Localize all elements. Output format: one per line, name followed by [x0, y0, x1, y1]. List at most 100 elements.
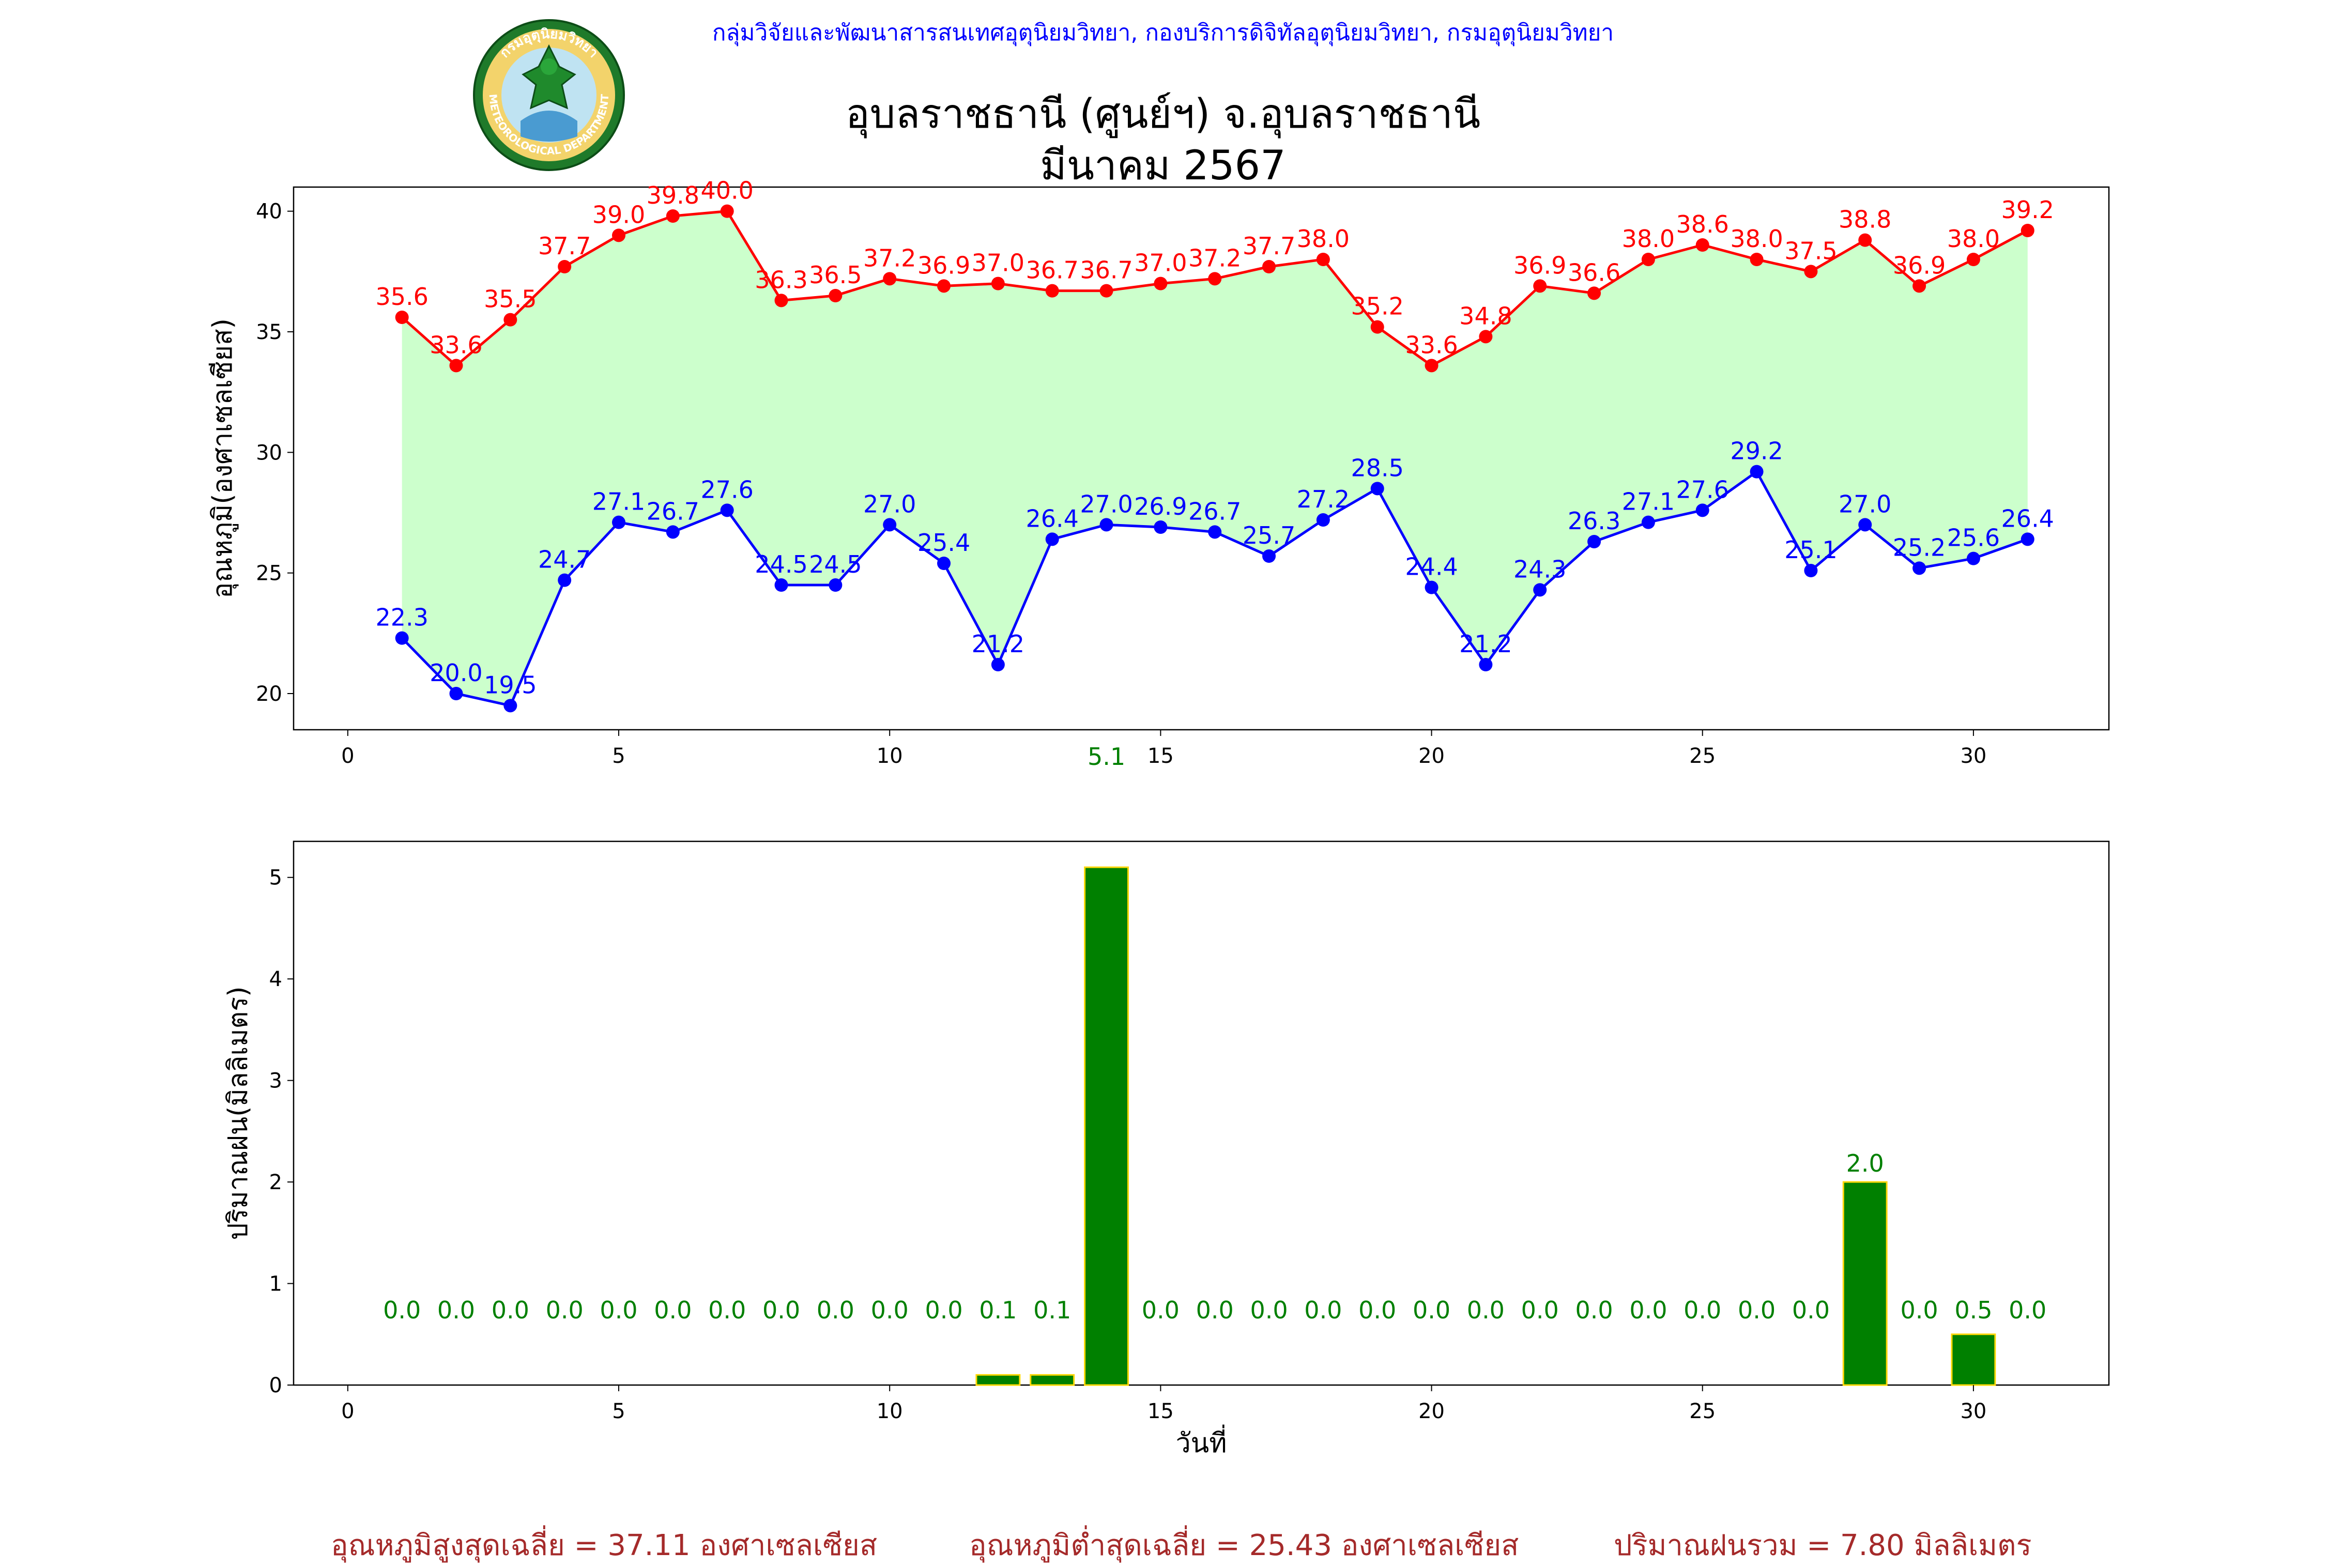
max-temperature-data-label: 36.7	[1080, 256, 1133, 284]
min-temperature-data-label: 26.3	[1568, 507, 1620, 535]
min-temperature-data-label: 26.4	[1026, 504, 1078, 532]
min-temperature-data-label: 27.0	[1080, 490, 1133, 518]
max-temperature-data-label: 36.9	[917, 251, 970, 279]
max-temperature-data-label: 37.0	[972, 249, 1024, 277]
rain-peak-annotation: 5.1	[1088, 743, 1125, 771]
min-temperature-data-label: 25.1	[1784, 536, 1837, 564]
min-temperature-point	[1425, 580, 1439, 594]
min-temperature-data-label: 26.4	[2001, 504, 2054, 532]
min-temperature-data-label: 25.7	[1243, 521, 1295, 549]
max-temperature-data-label: 37.2	[1188, 244, 1241, 272]
rainfall-bar	[1030, 1374, 1075, 1386]
rainfall-data-label: 0.0	[1792, 1296, 1830, 1324]
max-temperature-point	[1966, 253, 1980, 266]
min-temperature-point	[1154, 520, 1168, 534]
summary-avg-min: อุณหภูมิต่ำสุดเฉลี่ย = 25.43 องศาเซลเซีย…	[969, 1529, 1519, 1562]
min-temperature-data-label: 24.3	[1513, 555, 1566, 583]
x-tick-label: 20	[1418, 744, 1445, 768]
max-temperature-data-label: 35.5	[484, 285, 537, 313]
y-tick-label: 2	[269, 1171, 282, 1194]
max-temperature-point	[1912, 279, 1926, 293]
x-tick-label: 30	[1960, 744, 1986, 768]
min-temperature-point	[883, 518, 897, 532]
x-tick-label: 25	[1689, 1400, 1716, 1423]
rainfall-data-label: 0.0	[708, 1296, 746, 1324]
min-temperature-point	[449, 687, 463, 700]
min-temperature-point	[1966, 551, 1980, 565]
min-temperature-point	[666, 525, 680, 539]
max-temperature-data-label: 38.0	[1297, 225, 1350, 253]
max-temperature-data-label: 36.7	[1026, 256, 1078, 284]
rainfall-bar	[1951, 1333, 1996, 1386]
min-temperature-point	[1045, 532, 1059, 546]
rainfall-data-label: 0.0	[1900, 1296, 1938, 1324]
x-tick-label: 10	[877, 744, 903, 768]
rainfall-data-label: 0.1	[1033, 1296, 1071, 1324]
rainfall-data-label: 0.1	[979, 1296, 1017, 1324]
max-temperature-point	[1154, 276, 1168, 290]
max-temperature-point	[612, 228, 626, 242]
max-temperature-data-label: 38.8	[1839, 206, 1891, 234]
min-temperature-data-label: 27.0	[863, 490, 916, 518]
max-temperature-point	[1641, 253, 1655, 266]
min-temperature-data-label: 25.2	[1893, 533, 1946, 561]
temperature-range-fill	[402, 211, 2028, 706]
min-temperature-point	[1099, 518, 1113, 532]
min-temperature-data-label: 27.0	[1839, 490, 1891, 518]
max-temperature-point	[883, 272, 897, 286]
max-temperature-point	[1587, 286, 1601, 300]
min-temperature-point	[1208, 525, 1222, 539]
min-temperature-point	[829, 578, 843, 592]
max-temperature-data-label: 39.8	[647, 181, 699, 209]
max-temperature-point	[1045, 284, 1059, 298]
min-temperature-data-label: 24.7	[538, 546, 591, 574]
y-tick-label: 3	[269, 1069, 282, 1093]
y-tick-label: 20	[256, 682, 282, 706]
min-temperature-data-label: 27.1	[1622, 488, 1675, 516]
rainfall-data-label: 0.0	[1142, 1296, 1180, 1324]
rainfall-bar	[1084, 866, 1129, 1386]
x-tick-label: 5	[612, 744, 625, 768]
temperature-plot-frame	[293, 186, 2110, 731]
max-temperature-data-label: 38.6	[1676, 210, 1729, 238]
max-temperature-data-label: 35.6	[375, 283, 428, 311]
max-temperature-point	[1750, 253, 1764, 266]
min-temperature-point	[2021, 532, 2034, 546]
min-temperature-point	[1533, 583, 1547, 597]
rainfall-data-label: 0.0	[817, 1296, 854, 1324]
min-temperature-point	[937, 557, 951, 570]
y-tick-label: 40	[256, 200, 282, 224]
temperature-panel: 0 5 10 15 20 25 30 20 25 30 35 40 อุณหภูมิ(องศาเซลเซ…	[207, 177, 2110, 771]
rainfall-data-label: 0.0	[546, 1296, 584, 1324]
max-temperature-data-label: 36.9	[1513, 251, 1566, 279]
x-tick-label: 10	[877, 1400, 903, 1423]
rainfall-plot-frame	[293, 840, 2110, 1386]
min-temperature-data-label: 27.2	[1297, 485, 1350, 513]
meteorological-department-logo: กรมอุตุนิยมวิทยา METEOROLOGICAL DEPARTME…	[471, 18, 626, 173]
max-temperature-data-label: 37.2	[863, 244, 916, 272]
min-temperature-data-label: 26.7	[647, 497, 699, 525]
rainfall-data-label: 0.0	[2009, 1296, 2046, 1324]
max-temperature-point	[1316, 253, 1330, 266]
min-temperature-point	[1641, 515, 1655, 529]
max-temperature-data-label: 36.6	[1568, 258, 1620, 286]
max-temperature-point	[449, 359, 463, 373]
min-temperature-point	[1858, 518, 1872, 532]
min-temperature-point	[991, 658, 1005, 671]
max-temperature-point	[1533, 279, 1547, 293]
min-temperature-point	[720, 503, 734, 517]
min-temperature-point	[1479, 658, 1493, 671]
max-temperature-point	[558, 260, 572, 273]
y-tick-label: 35	[256, 320, 282, 344]
min-temperature-data-label: 22.3	[375, 604, 428, 632]
max-temperature-data-label: 37.5	[1784, 237, 1837, 265]
rainfall-data-label: 0.0	[925, 1296, 962, 1324]
min-temperature-data-label: 24.5	[755, 550, 807, 578]
min-temperature-data-label: 27.6	[700, 475, 753, 503]
max-temperature-point	[774, 294, 788, 308]
max-temperature-point	[1858, 233, 1872, 247]
rainfall-y-axis-label: ปริมาณฝน(มิลลิเมตร)	[223, 986, 254, 1240]
min-temperature-data-label: 24.5	[809, 550, 862, 578]
rainfall-data-label: 0.0	[437, 1296, 475, 1324]
rainfall-data-label: 0.0	[1250, 1296, 1288, 1324]
